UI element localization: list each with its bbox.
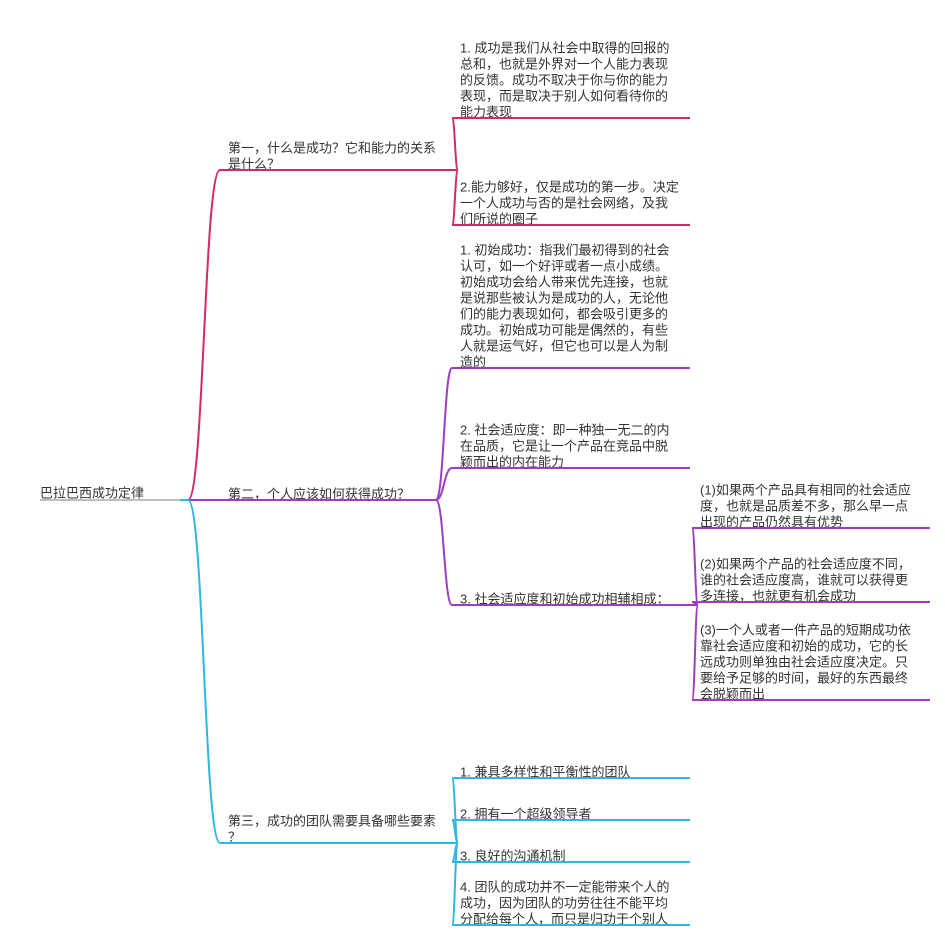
branch-1-child-0-line: 认可，如一个好评或者一点小成绩。 (460, 259, 668, 274)
branch-2-line: 第三，成功的团队需要具备哪些要素 (228, 814, 436, 829)
connector (450, 118, 460, 170)
connector (180, 170, 228, 500)
branch-0-child-0: 1. 成功是我们从社会中取得的回报的总和，也就是外界对一个人能力表现的反馈。成功… (460, 41, 690, 120)
branch-1-child-0-line: 们的能力表现如何，都会吸引更多的 (460, 307, 668, 322)
connector (428, 468, 460, 500)
branch-1-child-2-sub-2-line: 远成功则单独由社会适应度决定。只 (700, 655, 908, 670)
connector (450, 170, 460, 225)
branch-1-child-1-line: 2. 社会适应度：即一种独一无二的内 (460, 423, 669, 438)
branch-0-child-0-line: 的反馈。成功不取决于你与你的能力 (460, 73, 668, 88)
connector (450, 843, 460, 862)
branch-1-child-2-sub-2-line: 靠社会适应度和初始的成功，它的长 (700, 639, 908, 654)
branch-1-child-2-sub-2-line: 要给予足够的时间，最好的东西最终 (700, 671, 908, 686)
branch-1-child-1-line: 在品质，它是让一个产品在竞品中脱 (460, 439, 668, 454)
branch-1-child-2-sub-1-line: 谁的社会适应度高，谁就可以获得更 (700, 573, 908, 588)
branch-0-child-0-line: 总和，也就是外界对一个人能力表现 (460, 57, 668, 72)
branch-1-child-2-sub-1: (2)如果两个产品的社会适应度不同，谁的社会适应度高，谁就可以获得更多连接，也就… (700, 557, 930, 604)
branch-1-child-2-sub-2: (3)一个人或者一件产品的短期成功依靠社会适应度和初始的成功，它的长远成功则单独… (700, 623, 930, 702)
branch-1-child-0-line: 成功。初始成功可能是偶然的，有些 (460, 323, 668, 338)
branch-0-child-1-line: 一个人成功与否的是社会网络，及我 (460, 196, 668, 211)
branch-2-child-2: 3. 良好的沟通机制 (460, 849, 690, 864)
connector (428, 500, 460, 605)
branch-2-child-3-line: 4. 团队的成功并不一定能带来个人的 (460, 880, 669, 895)
branch-1-child-2-sub-0-line: 度，也就是品质差不多，那么早一点 (700, 499, 908, 514)
branch-1-child-0-line: 是说那些被认为是成功的人，无论他 (460, 291, 668, 306)
branch-1-child-2-sub-1-line: (2)如果两个产品的社会适应度不同， (700, 557, 911, 572)
branch-0-child-0-line: 1. 成功是我们从社会中取得的回报的 (460, 41, 669, 56)
branch-1: 第二，个人应该如何获得成功？ (228, 487, 428, 502)
branch-0-line: 第一，什么是成功？它和能力的关系 (228, 141, 436, 156)
root-node: 巴拉巴西成功定律 (40, 485, 180, 500)
branch-1-child-2-sub-0-line: (1)如果两个产品具有相同的社会适应 (700, 483, 911, 498)
branch-1-child-1: 2. 社会适应度：即一种独一无二的内在品质，它是让一个产品在竞品中脱颖而出的内在… (460, 423, 690, 470)
branch-1-child-2-sub-2-line: (3)一个人或者一件产品的短期成功依 (700, 623, 911, 638)
branch-0: 第一，什么是成功？它和能力的关系是什么？ (228, 141, 450, 172)
branch-2: 第三，成功的团队需要具备哪些要素？ (228, 814, 450, 845)
branch-1-child-2-sub-0: (1)如果两个产品具有相同的社会适应度，也就是品质差不多，那么早一点出现的产品仍… (700, 483, 930, 530)
branch-1-child-0: 1. 初始成功：指我们最初得到的社会认可，如一个好评或者一点小成绩。初始成功会给… (460, 243, 690, 370)
branch-0-child-1-line: 2.能力够好，仅是成功的第一步。决定 (460, 180, 679, 195)
branch-2-child-3-line: 成功，因为团队的功劳往往不能平均 (460, 896, 668, 911)
branch-0-child-0-line: 表现，而是取决于别人如何看待你的 (460, 89, 668, 104)
mindmap-canvas: 巴拉巴西成功定律 第一，什么是成功？它和能力的关系是什么？ 1. 成功是我们从社会中… (0, 0, 945, 944)
branch-1-child-0-line: 初始成功会给人带来优先连接，也就 (460, 275, 668, 290)
branch-1-child-0-line: 1. 初始成功：指我们最初得到的社会 (460, 243, 669, 258)
branch-2-child-1: 2. 拥有一个超级领导者 (460, 807, 690, 822)
root-label: 巴拉巴西成功定律 (40, 485, 144, 500)
branch-1-child-0-line: 人就是运气好，但它也可以是人为制 (460, 339, 668, 354)
connector (690, 605, 700, 700)
branch-2-child-3: 4. 团队的成功并不一定能带来个人的成功，因为团队的功劳往往不能平均分配给每个人… (460, 880, 690, 927)
branch-1-child-2: 3. 社会适应度和初始成功相辅相成： (460, 592, 690, 607)
branch-2-child-0: 1. 兼具多样性和平衡性的团队 (460, 765, 690, 780)
connector (690, 528, 700, 605)
branch-0-child-1: 2.能力够好，仅是成功的第一步。决定一个人成功与否的是社会网络，及我们所说的圈子 (460, 180, 690, 227)
connector (180, 500, 228, 843)
